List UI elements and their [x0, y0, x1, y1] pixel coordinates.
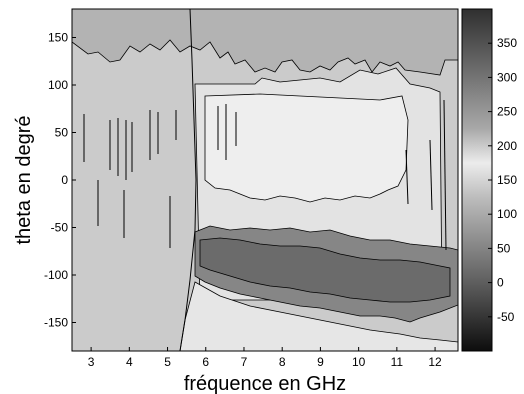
- colorbar-tick-label: 350: [497, 36, 517, 50]
- colorbar-tick-label: 0: [497, 276, 504, 290]
- x-tick-label: 12: [428, 355, 442, 369]
- y-tick-label: 150: [48, 31, 68, 45]
- contour-speckles: [83, 99, 447, 251]
- y-axis-label: theta en degré: [13, 116, 35, 245]
- region-dark-trough: [199, 237, 451, 303]
- heatmap-plot: [71, 8, 459, 352]
- x-tick-label: 4: [126, 355, 133, 369]
- colorbar-gradient: [461, 8, 493, 352]
- x-tick-label: 9: [317, 355, 324, 369]
- region-lower-light-wedge: [179, 281, 458, 351]
- colorbar-ticks: 350 300 250 200 150 100 50 0 -50: [488, 36, 517, 324]
- x-tick-label: 3: [88, 355, 95, 369]
- y-tick-label: -50: [51, 221, 69, 235]
- x-axis: 3 4 5 6 7 8 9 10 11 12: [88, 347, 442, 369]
- x-tick-label: 11: [391, 355, 404, 369]
- colorbar-tick-label: 50: [497, 241, 511, 255]
- colorbar: 350 300 250 200 150 100 50 0 -50: [461, 8, 517, 352]
- colorbar-tick-label: -50: [497, 310, 515, 324]
- x-tick-label: 6: [202, 355, 209, 369]
- x-tick-label: 5: [164, 355, 171, 369]
- colorbar-tick-label: 150: [497, 173, 517, 187]
- x-tick-label: 8: [279, 355, 286, 369]
- region-upper-left-band: [72, 9, 458, 76]
- x-tick-label: 10: [352, 355, 366, 369]
- y-tick-label: -150: [44, 316, 68, 330]
- y-axis: 150 100 50 0 -50 -100 -150: [44, 31, 76, 330]
- colorbar-tick-label: 200: [497, 139, 517, 153]
- colorbar-tick-label: 300: [497, 70, 517, 84]
- colorbar-tick-label: 250: [497, 105, 517, 119]
- y-tick-label: 50: [55, 126, 69, 140]
- boundary-curve: [179, 9, 197, 351]
- region-mid-right-lobe: [204, 93, 409, 203]
- y-tick-label: -100: [44, 268, 68, 282]
- y-tick-label: 100: [48, 78, 68, 92]
- colorbar-tick-label: 100: [497, 207, 517, 221]
- x-axis-label: fréquence en GHz: [184, 373, 346, 394]
- x-tick-label: 7: [241, 355, 248, 369]
- y-tick-label: 0: [61, 173, 68, 187]
